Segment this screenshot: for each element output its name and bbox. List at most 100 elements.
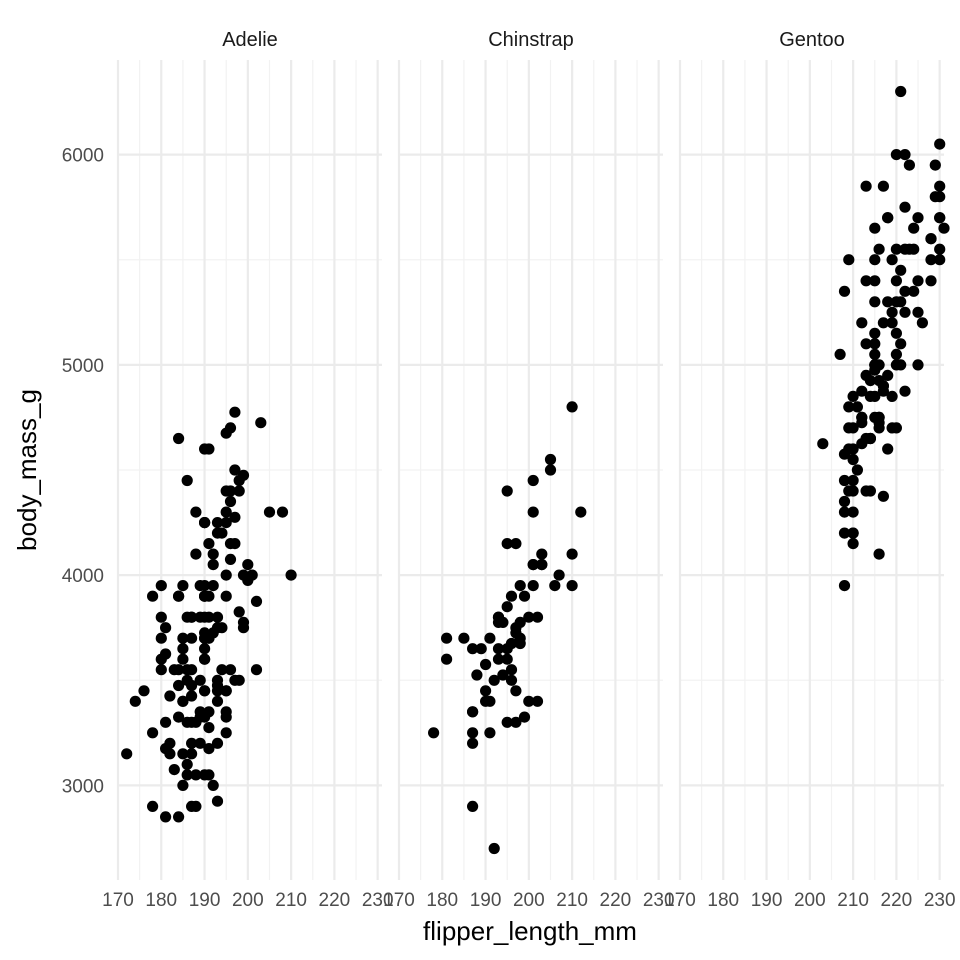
data-point	[177, 779, 189, 792]
data-point	[237, 469, 250, 481]
x-tick-label: 210	[556, 890, 588, 911]
data-point	[233, 485, 245, 497]
data-point	[899, 306, 911, 318]
data-point	[177, 643, 189, 655]
data-point	[263, 506, 276, 518]
data-point	[834, 348, 846, 360]
data-point	[467, 727, 479, 739]
data-point	[869, 222, 881, 234]
data-point	[869, 327, 881, 339]
x-tick-label: 220	[881, 890, 913, 911]
data-point	[211, 527, 224, 539]
data-point	[847, 422, 859, 434]
data-point	[873, 548, 885, 560]
data-point	[173, 590, 185, 602]
x-tick-label: 210	[275, 890, 307, 911]
data-point	[467, 737, 479, 749]
data-point	[864, 375, 877, 387]
data-point	[229, 538, 241, 550]
data-point	[873, 417, 885, 429]
data-point	[929, 159, 941, 171]
data-point	[934, 138, 946, 150]
data-point	[523, 695, 535, 707]
data-point	[497, 669, 509, 681]
data-point	[155, 664, 167, 676]
data-point	[531, 695, 544, 707]
data-point	[847, 527, 859, 539]
data-point	[155, 653, 167, 665]
y-axis-title: body_mass_g	[12, 389, 42, 551]
data-point	[877, 180, 890, 192]
data-point	[899, 285, 911, 297]
data-point	[173, 811, 185, 823]
data-point	[903, 243, 916, 255]
data-point	[856, 411, 868, 423]
facet-label: Adelie	[222, 29, 278, 51]
data-point	[177, 695, 189, 707]
x-tick-label: 220	[319, 890, 351, 911]
data-point	[544, 453, 557, 466]
data-point	[173, 432, 185, 445]
data-point	[886, 390, 898, 402]
data-point	[160, 622, 172, 634]
data-point	[505, 674, 518, 686]
facet-panel-adelie: Adelie	[116, 29, 382, 880]
data-point	[851, 401, 864, 413]
data-point	[155, 580, 167, 592]
data-point	[934, 254, 946, 266]
data-point	[838, 474, 851, 487]
data-point	[869, 338, 881, 350]
data-point	[934, 243, 946, 255]
data-point	[229, 464, 241, 476]
data-point	[536, 548, 548, 560]
data-point	[501, 485, 513, 497]
data-point	[847, 538, 859, 550]
facet-label: Chinstrap	[488, 29, 574, 51]
data-point	[211, 695, 224, 707]
data-point	[536, 559, 548, 571]
x-tick-label: 230	[924, 890, 956, 911]
data-point	[199, 643, 211, 655]
data-point	[488, 842, 500, 855]
x-tick-label: 170	[664, 890, 696, 911]
data-point	[186, 690, 198, 702]
data-point	[467, 706, 479, 718]
data-point	[869, 275, 881, 287]
data-point	[890, 275, 903, 287]
data-point	[873, 375, 885, 387]
data-point	[856, 385, 868, 397]
data-point	[847, 485, 859, 497]
data-point	[138, 685, 150, 697]
data-point	[566, 401, 578, 413]
data-point	[882, 443, 894, 455]
data-point	[181, 769, 193, 781]
data-point	[216, 664, 228, 676]
data-point	[207, 548, 219, 560]
data-point	[177, 580, 189, 592]
data-point	[505, 664, 518, 676]
data-point	[877, 385, 890, 397]
data-point	[242, 559, 254, 571]
data-point	[173, 711, 185, 723]
data-point	[895, 296, 907, 308]
data-point	[220, 685, 232, 697]
data-point	[207, 559, 219, 571]
x-tick-label: 190	[751, 890, 783, 911]
data-point	[492, 616, 505, 629]
x-tick-label: 180	[145, 890, 177, 911]
x-tick-label: 200	[232, 890, 264, 911]
x-tick-label: 170	[102, 890, 134, 911]
data-point	[220, 590, 232, 602]
data-point	[160, 716, 172, 728]
data-point	[220, 727, 232, 739]
data-point	[492, 643, 505, 655]
y-tick-label: 4000	[62, 566, 104, 587]
data-point	[838, 506, 851, 518]
data-point	[514, 616, 526, 629]
data-point	[860, 432, 872, 445]
points-gentoo	[817, 85, 950, 592]
data-point	[276, 506, 289, 518]
data-point	[869, 254, 881, 266]
data-point	[186, 632, 198, 644]
